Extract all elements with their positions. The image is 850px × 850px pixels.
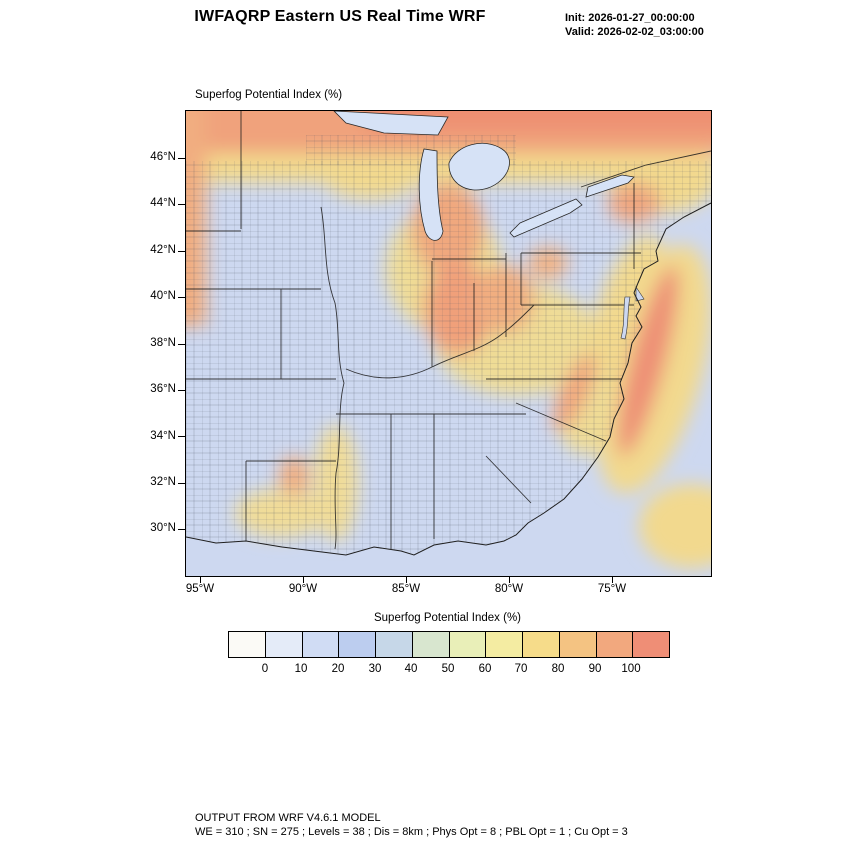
lat-tick-mark xyxy=(178,204,185,205)
lake-ontario xyxy=(585,174,635,198)
init-time: Init: 2026-01-27_00:00:00 xyxy=(565,12,695,24)
colorbar-tick-label: 100 xyxy=(621,663,641,675)
lon-tick-mark xyxy=(612,576,613,583)
lat-tick-mark xyxy=(178,344,185,345)
lat-tick-label: 38°N xyxy=(150,337,176,349)
lon-tick-mark xyxy=(406,576,407,583)
run-info: Init: 2026-01-27_00:00:00 Valid: 2026-02… xyxy=(565,11,704,39)
lon-tick-label: 95°W xyxy=(185,583,215,595)
great-lakes xyxy=(333,111,635,241)
colorbar xyxy=(228,631,670,658)
map-frame xyxy=(185,110,712,577)
lon-tick-label: 85°W xyxy=(391,583,421,595)
lat-tick-label: 36°N xyxy=(150,383,176,395)
colorbar-tick-label: 70 xyxy=(514,663,528,675)
lake-superior xyxy=(333,111,449,136)
model-info-line2: WE = 310 ; SN = 275 ; Levels = 38 ; Dis … xyxy=(195,826,628,838)
colorbar-cell xyxy=(633,632,669,657)
lon-tick-mark xyxy=(509,576,510,583)
colorbar-tick-label: 0 xyxy=(261,663,269,675)
lat-tick-label: 30°N xyxy=(150,522,176,534)
lat-tick-mark xyxy=(178,158,185,159)
colorbar-cell xyxy=(486,632,523,657)
lon-tick-label: 75°W xyxy=(597,583,627,595)
colorbar-cell xyxy=(596,632,634,657)
lat-tick-mark xyxy=(178,436,185,437)
colorbar-cell xyxy=(412,632,450,657)
lake-erie xyxy=(509,198,583,238)
colorbar-cell xyxy=(376,632,413,657)
lon-tick-label: 80°W xyxy=(494,583,524,595)
field-label: Superfog Potential Index (%) xyxy=(195,89,343,101)
colorbar-tick-label: 30 xyxy=(368,663,382,675)
page-title: IWFAQRP Eastern US Real Time WRF xyxy=(194,8,486,25)
colorbar-cell xyxy=(302,632,340,657)
colorbar-cell xyxy=(229,632,266,657)
colorbar-cell xyxy=(339,632,376,657)
state-borders xyxy=(186,111,711,550)
lat-tick-mark xyxy=(178,251,185,252)
lake-michigan xyxy=(418,148,444,241)
colorbar-cell xyxy=(559,632,597,657)
model-info: OUTPUT FROM WRF V4.6.1 MODEL WE = 310 ; … xyxy=(195,811,628,839)
lon-tick-label: 90°W xyxy=(288,583,318,595)
lat-tick-mark xyxy=(178,390,185,391)
lake-huron xyxy=(448,142,510,191)
bays xyxy=(620,286,645,340)
lat-tick-label: 34°N xyxy=(150,430,176,442)
chesapeake-bay xyxy=(620,296,631,340)
colorbar-tick-label: 90 xyxy=(588,663,602,675)
lat-tick-mark xyxy=(178,529,185,530)
lat-tick-label: 40°N xyxy=(150,290,176,302)
valid-time: Valid: 2026-02-02_03:00:00 xyxy=(565,26,704,38)
delaware-bay xyxy=(635,286,645,302)
colorbar-tick-label: 60 xyxy=(478,663,492,675)
coastline xyxy=(186,202,711,556)
model-info-line1: OUTPUT FROM WRF V4.6.1 MODEL xyxy=(195,812,381,824)
lon-tick-mark xyxy=(303,576,304,583)
colorbar-tick-label: 20 xyxy=(331,663,345,675)
colorbar-tick-label: 40 xyxy=(404,663,418,675)
lat-tick-label: 44°N xyxy=(150,197,176,209)
colorbar-tick-label: 10 xyxy=(294,663,308,675)
lat-tick-label: 46°N xyxy=(150,151,176,163)
colorbar-cell xyxy=(265,632,303,657)
colorbar-cell xyxy=(449,632,487,657)
colorbar-tick-label: 50 xyxy=(441,663,455,675)
colorbar-title: Superfog Potential Index (%) xyxy=(373,612,522,624)
colorbar-tick-label: 80 xyxy=(551,663,565,675)
map-svg xyxy=(186,111,711,576)
lat-tick-mark xyxy=(178,297,185,298)
lat-tick-label: 32°N xyxy=(150,476,176,488)
colorbar-cell xyxy=(523,632,560,657)
lat-tick-mark xyxy=(178,483,185,484)
lon-tick-mark xyxy=(200,576,201,583)
lat-tick-label: 42°N xyxy=(150,244,176,256)
